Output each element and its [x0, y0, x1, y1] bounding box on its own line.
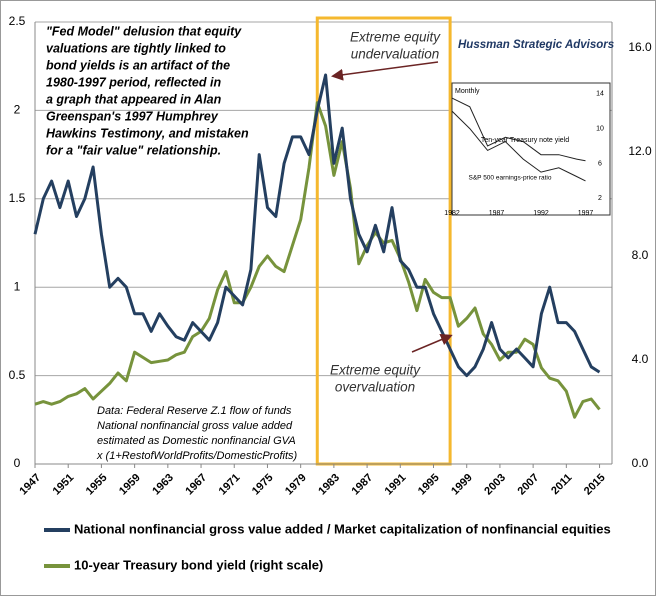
inset-x-tick-label: 1987 — [489, 210, 505, 217]
y2-tick-label: 16.0 — [628, 40, 652, 54]
annotation: overvaluation — [335, 380, 415, 395]
y-tick-label: 0 — [14, 456, 21, 470]
inset-x-tick-label: 1992 — [533, 210, 549, 217]
inset-y-tick-label: 10 — [596, 125, 604, 132]
note-line: a graph that appeared in Alan — [46, 92, 222, 106]
y-tick-label: 1 — [14, 279, 21, 293]
series-line — [33, 73, 601, 378]
annotation: Extreme equity — [350, 30, 441, 45]
inset-y-tick-label: 6 — [598, 160, 602, 167]
annotation-arrow — [411, 333, 453, 353]
y-tick-label: 1.5 — [9, 191, 26, 205]
inset-label: Ten-year Treasury note yield — [481, 137, 569, 144]
annotation: Extreme equity — [330, 363, 421, 378]
y2-tick-label: 4.0 — [632, 352, 649, 366]
inset-y-tick-label: 2 — [598, 195, 602, 202]
note-line: 1980-1997 period, reflected in — [46, 75, 221, 89]
source-line: x (1+RestofWorldProfits/DomesticProfits) — [96, 450, 298, 462]
annotation-arrow — [331, 61, 439, 81]
y2-tick-label: 0.0 — [632, 456, 649, 470]
note-line: valuations are tightly linked to — [46, 41, 226, 55]
annotation: undervaluation — [351, 47, 440, 62]
y2-tick-label: 8.0 — [632, 248, 649, 262]
inset-title: Monthly — [455, 88, 480, 95]
inset-y-tick-label: 14 — [596, 91, 604, 98]
inset-label: S&P 500 earnings-price ratio — [469, 175, 552, 182]
legend-label: 10-year Treasury bond yield (right scale… — [74, 557, 323, 572]
source-line: Data: Federal Reserve Z.1 flow of funds — [97, 405, 292, 417]
inset-x-tick-label: 1997 — [578, 210, 594, 217]
inset-frame — [451, 82, 611, 216]
note-line: Hawkins Testimony, and mistaken — [46, 126, 249, 140]
note-line: for a "fair value" relationship. — [46, 143, 221, 157]
y-tick-label: 2 — [14, 103, 21, 117]
source-line: National nonfinancial gross value added — [97, 420, 293, 432]
inset-x-tick-label: 1982 — [444, 210, 460, 217]
inset-line — [451, 110, 586, 182]
legend-label: National nonfinancial gross value added … — [74, 521, 611, 536]
credit: Hussman Strategic Advisors — [458, 39, 614, 51]
note-line: bond yields is an artifact of the — [46, 58, 230, 72]
y-tick-label: 0.5 — [9, 368, 26, 382]
inset-line — [451, 97, 586, 162]
note-line: "Fed Model" delusion that equity — [46, 24, 242, 38]
y-tick-label: 2.5 — [9, 14, 26, 28]
source-line: estimated as Domestic nonfinancial GVA — [97, 435, 296, 447]
note-line: Greenspan's 1997 Humphrey — [46, 109, 219, 123]
y2-tick-label: 12.0 — [628, 144, 652, 158]
